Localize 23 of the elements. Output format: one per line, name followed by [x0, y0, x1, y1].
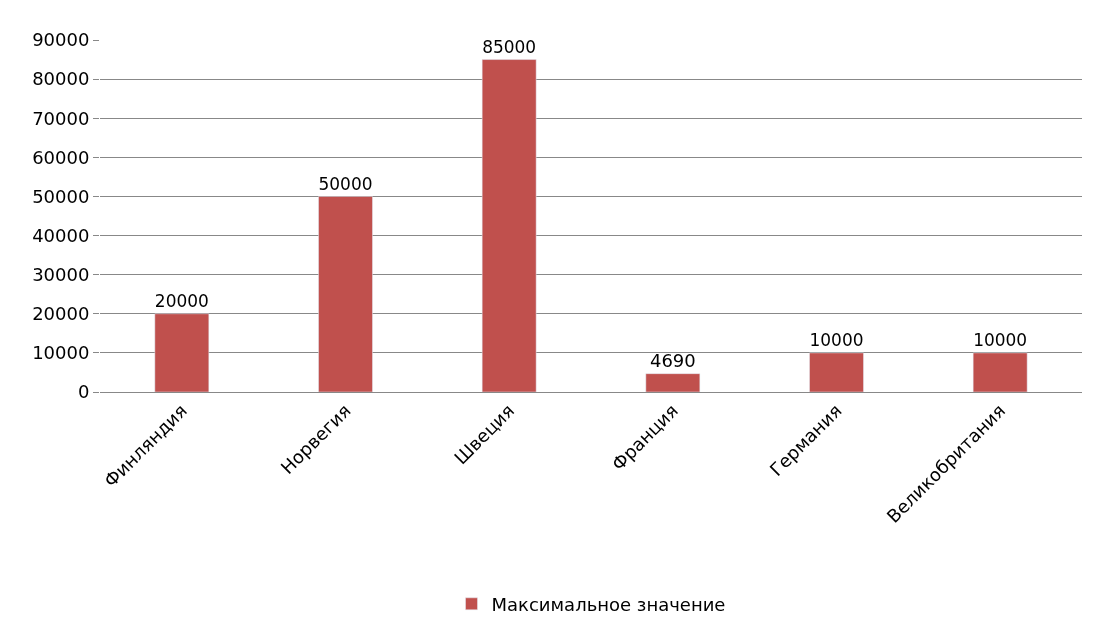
y-tick-label: 90000	[32, 29, 90, 51]
bar	[645, 373, 701, 392]
data-label: 50000	[318, 173, 373, 194]
y-tick-label: 0	[77, 381, 90, 403]
bar	[481, 59, 537, 392]
bar	[972, 352, 1028, 392]
bar	[318, 196, 373, 392]
y-tick-label: 60000	[32, 146, 90, 168]
data-label: 10000	[973, 330, 1028, 351]
data-label: 10000	[809, 330, 864, 351]
y-tick-label: 20000	[32, 303, 90, 325]
data-label: 85000	[482, 36, 537, 57]
y-tick-label: 50000	[32, 185, 90, 207]
bar	[154, 313, 210, 392]
bar	[809, 352, 864, 392]
y-tick-label: 70000	[32, 107, 90, 129]
y-tick-label: 30000	[32, 263, 90, 285]
y-tick-label: 10000	[32, 342, 90, 364]
y-tick-label: 80000	[32, 68, 90, 90]
data-label: 4690	[649, 349, 696, 371]
legend-label: Максимальное значение	[491, 593, 726, 615]
y-tick-label: 40000	[32, 224, 90, 246]
data-label: 20000	[154, 291, 209, 312]
